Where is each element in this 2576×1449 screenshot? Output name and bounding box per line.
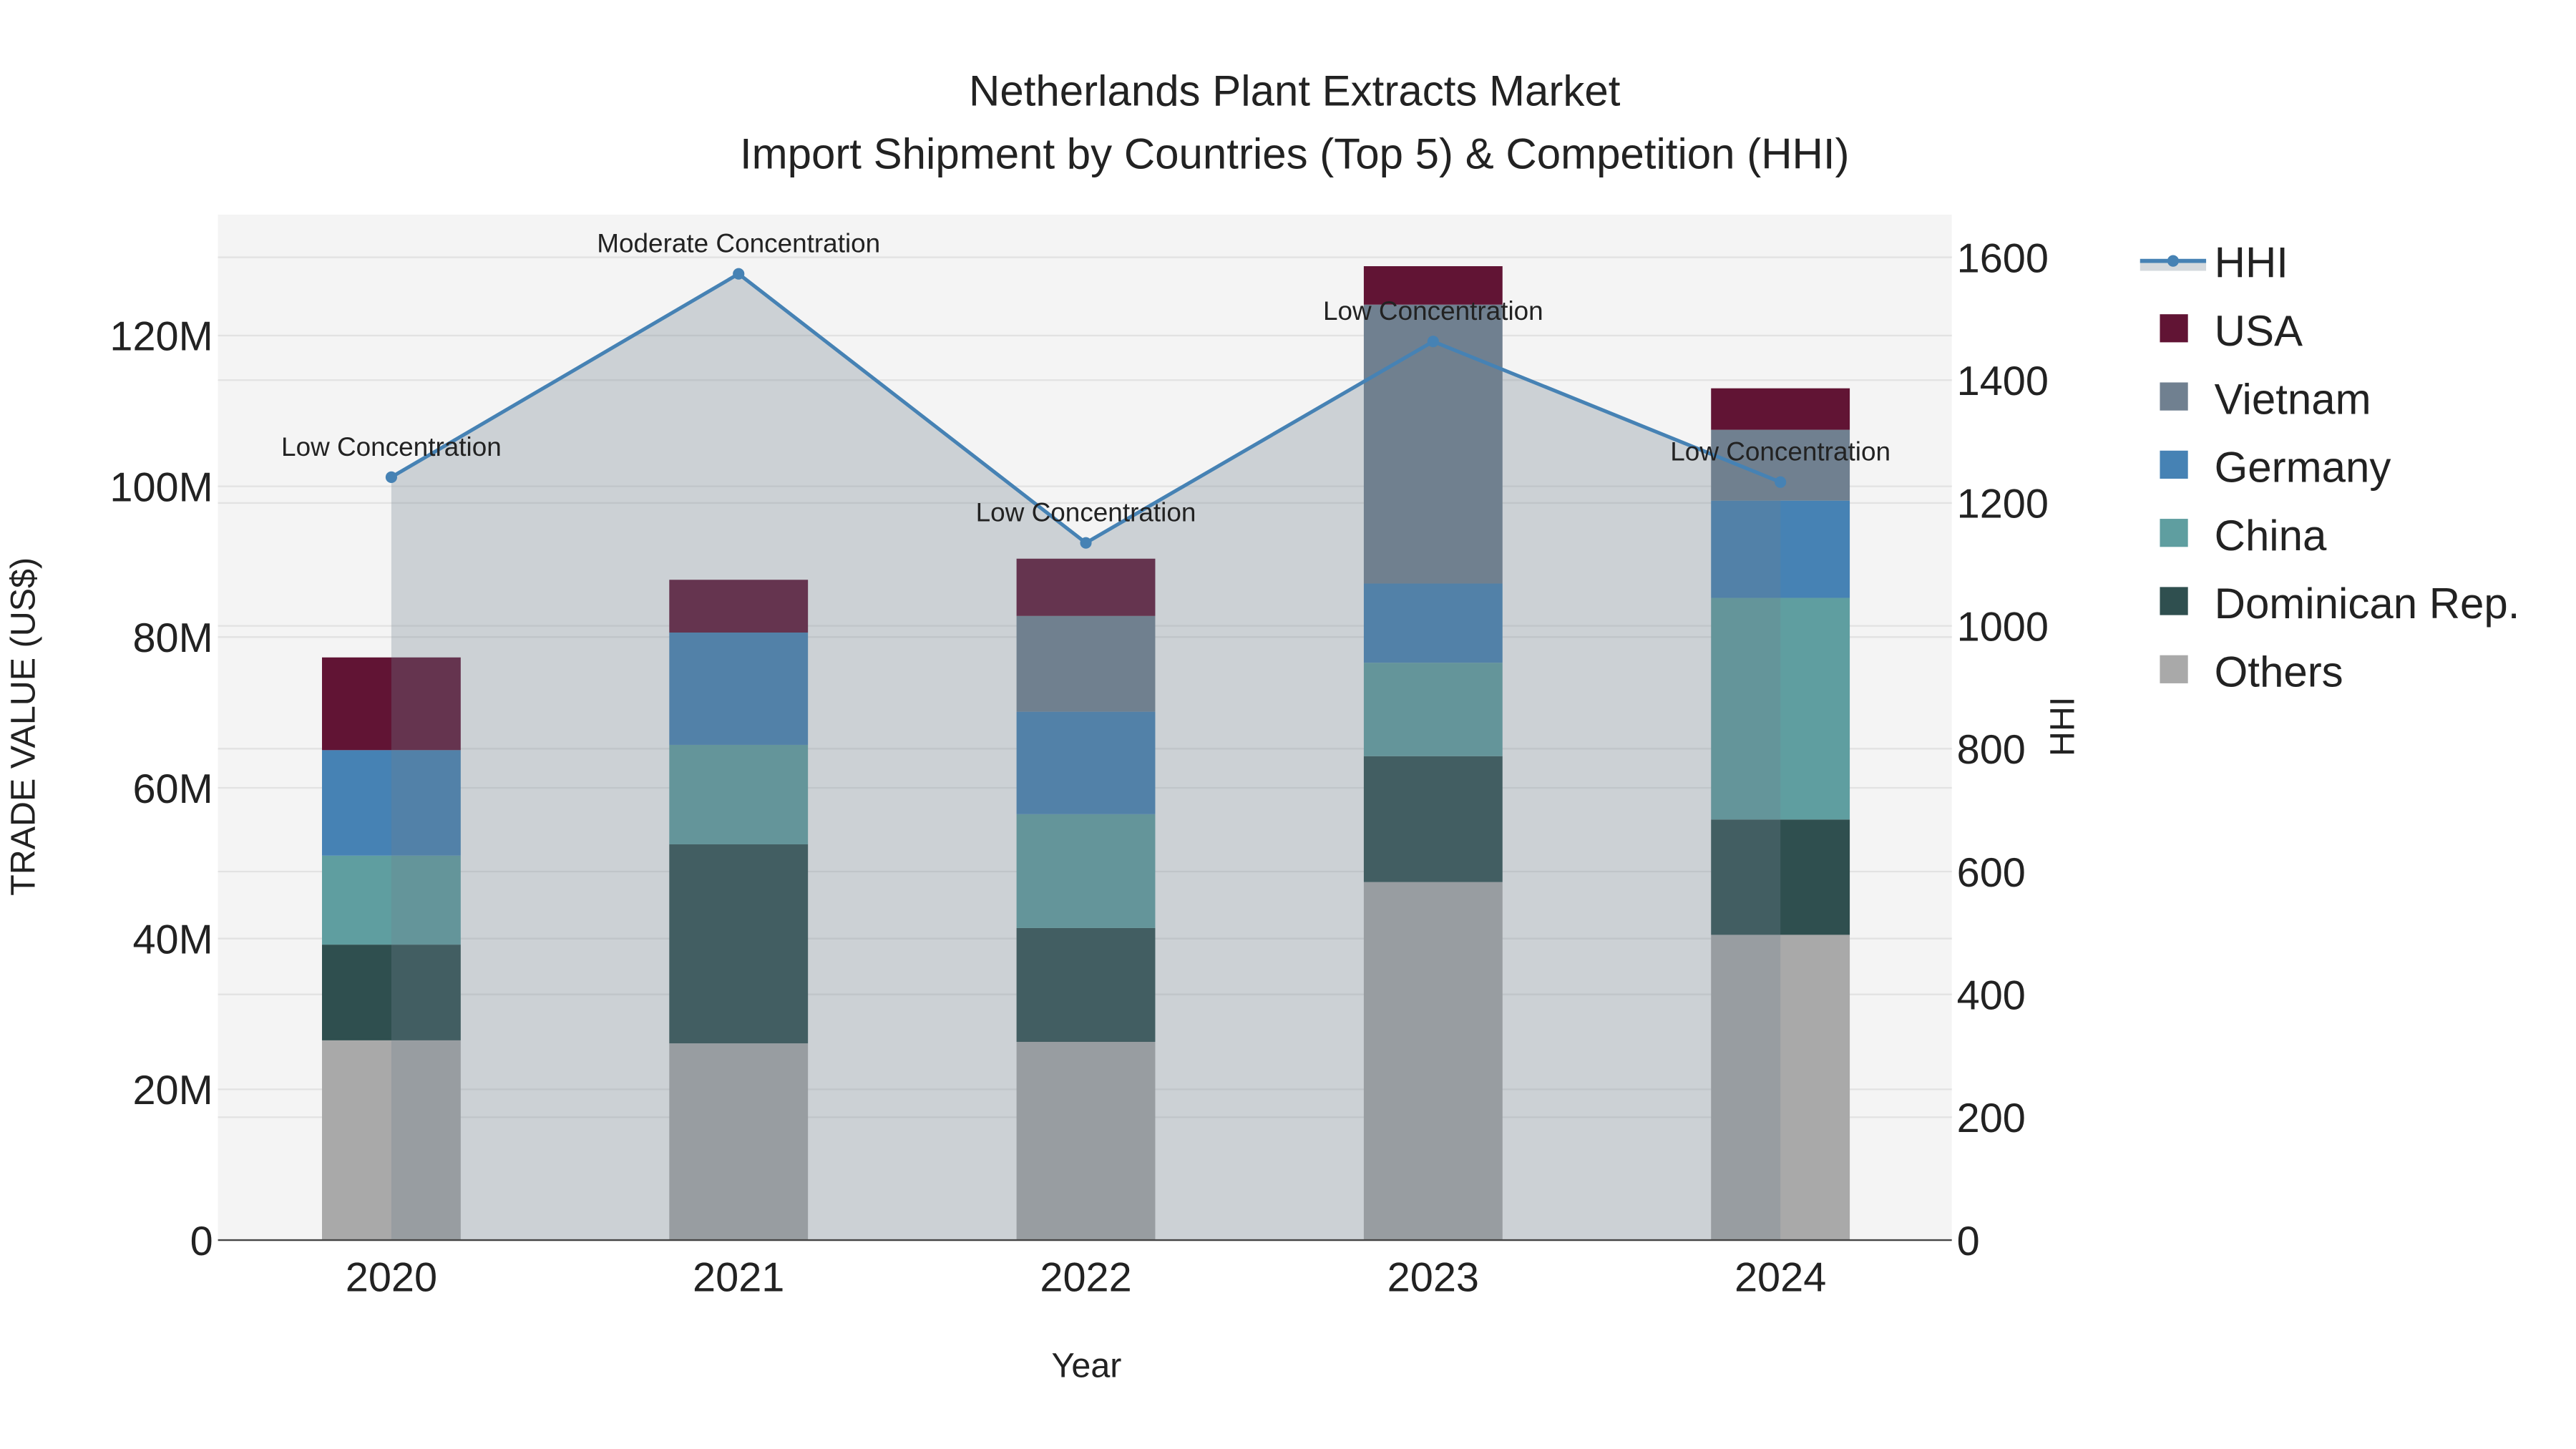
y2-tick-label: 400 — [1957, 972, 2026, 1018]
bar-others-2021 — [669, 1043, 809, 1241]
legend-label: Others — [2215, 648, 2343, 696]
y-axis-ticks: 0 20M 40M 60M 80M 100M 120M — [109, 314, 213, 1264]
y2-tick-label: 1000 — [1957, 604, 2049, 650]
hhi-point-2023 — [1427, 336, 1439, 348]
bar-dominican-rep--2020 — [322, 945, 461, 1040]
legend-label: Vietnam — [2215, 375, 2371, 423]
y2-axis-label: HHI — [2043, 697, 2082, 756]
bar-others-2022 — [1016, 1042, 1156, 1241]
y-tick-label: 100M — [109, 464, 213, 510]
hhi-point-2022 — [1080, 537, 1092, 549]
y2-tick-label: 800 — [1957, 727, 2026, 773]
hhi-annotation-2022: Low Concentration — [976, 498, 1196, 527]
legend-swatch-china — [2160, 519, 2188, 547]
bars — [322, 266, 1850, 1241]
x-tick-label: 2022 — [1040, 1255, 1131, 1301]
legend-swatch-germany — [2160, 450, 2188, 479]
bar-china-2023 — [1363, 663, 1503, 756]
y2-tick-label: 600 — [1957, 850, 2026, 896]
y2-axis-ticks: 0 200 400 600 800 1000 1200 1400 1600 — [1957, 235, 2049, 1264]
y-tick-label: 80M — [132, 615, 213, 661]
y-tick-label: 0 — [190, 1219, 213, 1264]
bar-usa-2021 — [669, 580, 809, 633]
x-tick-label: 2021 — [693, 1255, 784, 1301]
hhi-annotation-2024: Low Concentration — [1670, 437, 1890, 467]
y2-tick-label: 1200 — [1957, 482, 2049, 527]
legend-label: Dominican Rep. — [2215, 580, 2520, 628]
bar-dominican-rep--2023 — [1363, 756, 1503, 882]
bar-dominican-rep--2024 — [1711, 819, 1850, 935]
y-tick-label: 40M — [132, 917, 213, 962]
bar-usa-2024 — [1711, 388, 1850, 430]
bar-usa-2020 — [322, 657, 461, 751]
hhi-point-2024 — [1775, 476, 1787, 488]
hhi-point-2020 — [385, 471, 397, 483]
x-axis-label: Year — [1052, 1347, 1122, 1385]
chart-subtitle: Import Shipment by Countries (Top 5) & C… — [740, 130, 1850, 177]
x-tick-label: 2020 — [346, 1255, 437, 1301]
bar-others-2020 — [322, 1040, 461, 1241]
legend-hhi-marker-icon — [2167, 255, 2179, 267]
bar-china-2021 — [669, 744, 809, 845]
legend-label: HHI — [2215, 239, 2288, 287]
y-tick-label: 20M — [132, 1068, 213, 1113]
bar-germany-2023 — [1363, 583, 1503, 663]
bar-china-2024 — [1711, 597, 1850, 820]
bar-germany-2020 — [322, 750, 461, 856]
chart-title: Netherlands Plant Extracts Market — [969, 67, 1621, 115]
legend-label: Germany — [2215, 444, 2391, 492]
legend-swatch-usa — [2160, 314, 2188, 343]
legend-label: China — [2215, 512, 2327, 560]
bar-dominican-rep--2022 — [1016, 927, 1156, 1043]
bar-dominican-rep--2021 — [669, 844, 809, 1044]
bar-germany-2021 — [669, 632, 809, 745]
bar-vietnam-2023 — [1363, 304, 1503, 584]
bar-others-2023 — [1363, 882, 1503, 1241]
bar-germany-2024 — [1711, 500, 1850, 598]
legend-swatch-dominican-rep- — [2160, 587, 2188, 615]
legend-label: USA — [2215, 307, 2303, 355]
y-tick-label: 60M — [132, 766, 213, 812]
y-tick-label: 120M — [109, 314, 213, 360]
legend-swatch-vietnam — [2160, 382, 2188, 411]
y2-tick-label: 0 — [1957, 1219, 1980, 1264]
y2-tick-label: 200 — [1957, 1096, 2026, 1141]
x-axis-ticks: 2020 2021 2022 2023 2024 — [346, 1255, 1827, 1301]
y2-tick-label: 1400 — [1957, 358, 2049, 404]
hhi-point-2021 — [733, 268, 745, 280]
x-tick-label: 2024 — [1735, 1255, 1826, 1301]
hhi-series: Low Concentration Moderate Concentration L… — [281, 229, 1890, 1241]
hhi-annotation-2023: Low Concentration — [1323, 296, 1543, 326]
bar-germany-2022 — [1016, 711, 1156, 814]
legend-swatch-others — [2160, 655, 2188, 683]
bar-vietnam-2022 — [1016, 615, 1156, 712]
hhi-area — [391, 273, 1781, 1241]
bar-usa-2022 — [1016, 558, 1156, 616]
x-tick-label: 2023 — [1387, 1255, 1479, 1301]
y-axis-label: TRADE VALUE (US$) — [4, 557, 42, 896]
bar-china-2020 — [322, 855, 461, 945]
bar-others-2024 — [1711, 935, 1850, 1241]
y2-tick-label: 1600 — [1957, 235, 2049, 281]
hhi-annotation-2020: Low Concentration — [281, 432, 502, 462]
bar-china-2022 — [1016, 814, 1156, 928]
bar-usa-2023 — [1363, 266, 1503, 305]
legend: HHI USA Vietnam Germany China Dominican Rep. O… — [2140, 239, 2520, 696]
hhi-annotation-2021: Moderate Concentration — [597, 229, 880, 258]
